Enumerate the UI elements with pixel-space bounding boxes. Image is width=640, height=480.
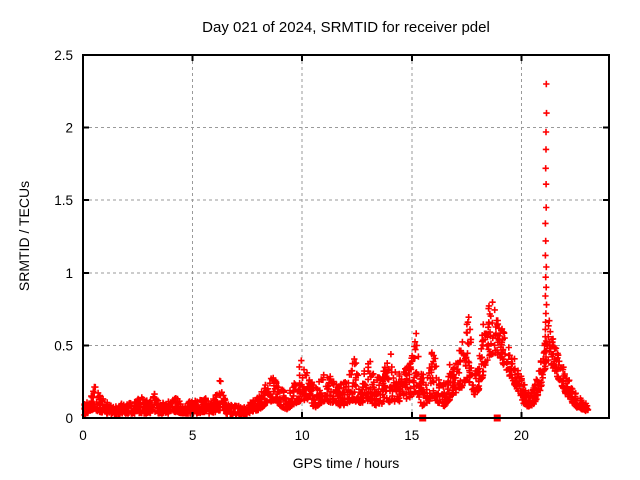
chart-title: Day 021 of 2024, SRMTID for receiver pde… — [202, 19, 490, 36]
y-tick-label: 2 — [65, 121, 73, 136]
x-tick-label: 5 — [189, 428, 197, 443]
x-tick-label: 15 — [404, 428, 419, 443]
y-tick-label: 2.5 — [54, 48, 73, 63]
plot-border — [82, 54, 610, 419]
y-tick-label: 1.5 — [54, 193, 73, 208]
x-tick-label: 0 — [79, 428, 87, 443]
y-tick-label: 0 — [65, 411, 73, 426]
x-axis-label: GPS time / hours — [292, 455, 400, 471]
x-tick-label: 20 — [514, 428, 529, 443]
scatter-series-srmtid — [81, 80, 592, 419]
y-tick-label: 1 — [65, 266, 73, 281]
x-tick-label: 10 — [295, 428, 310, 443]
y-tick-label: 0.5 — [54, 338, 73, 353]
